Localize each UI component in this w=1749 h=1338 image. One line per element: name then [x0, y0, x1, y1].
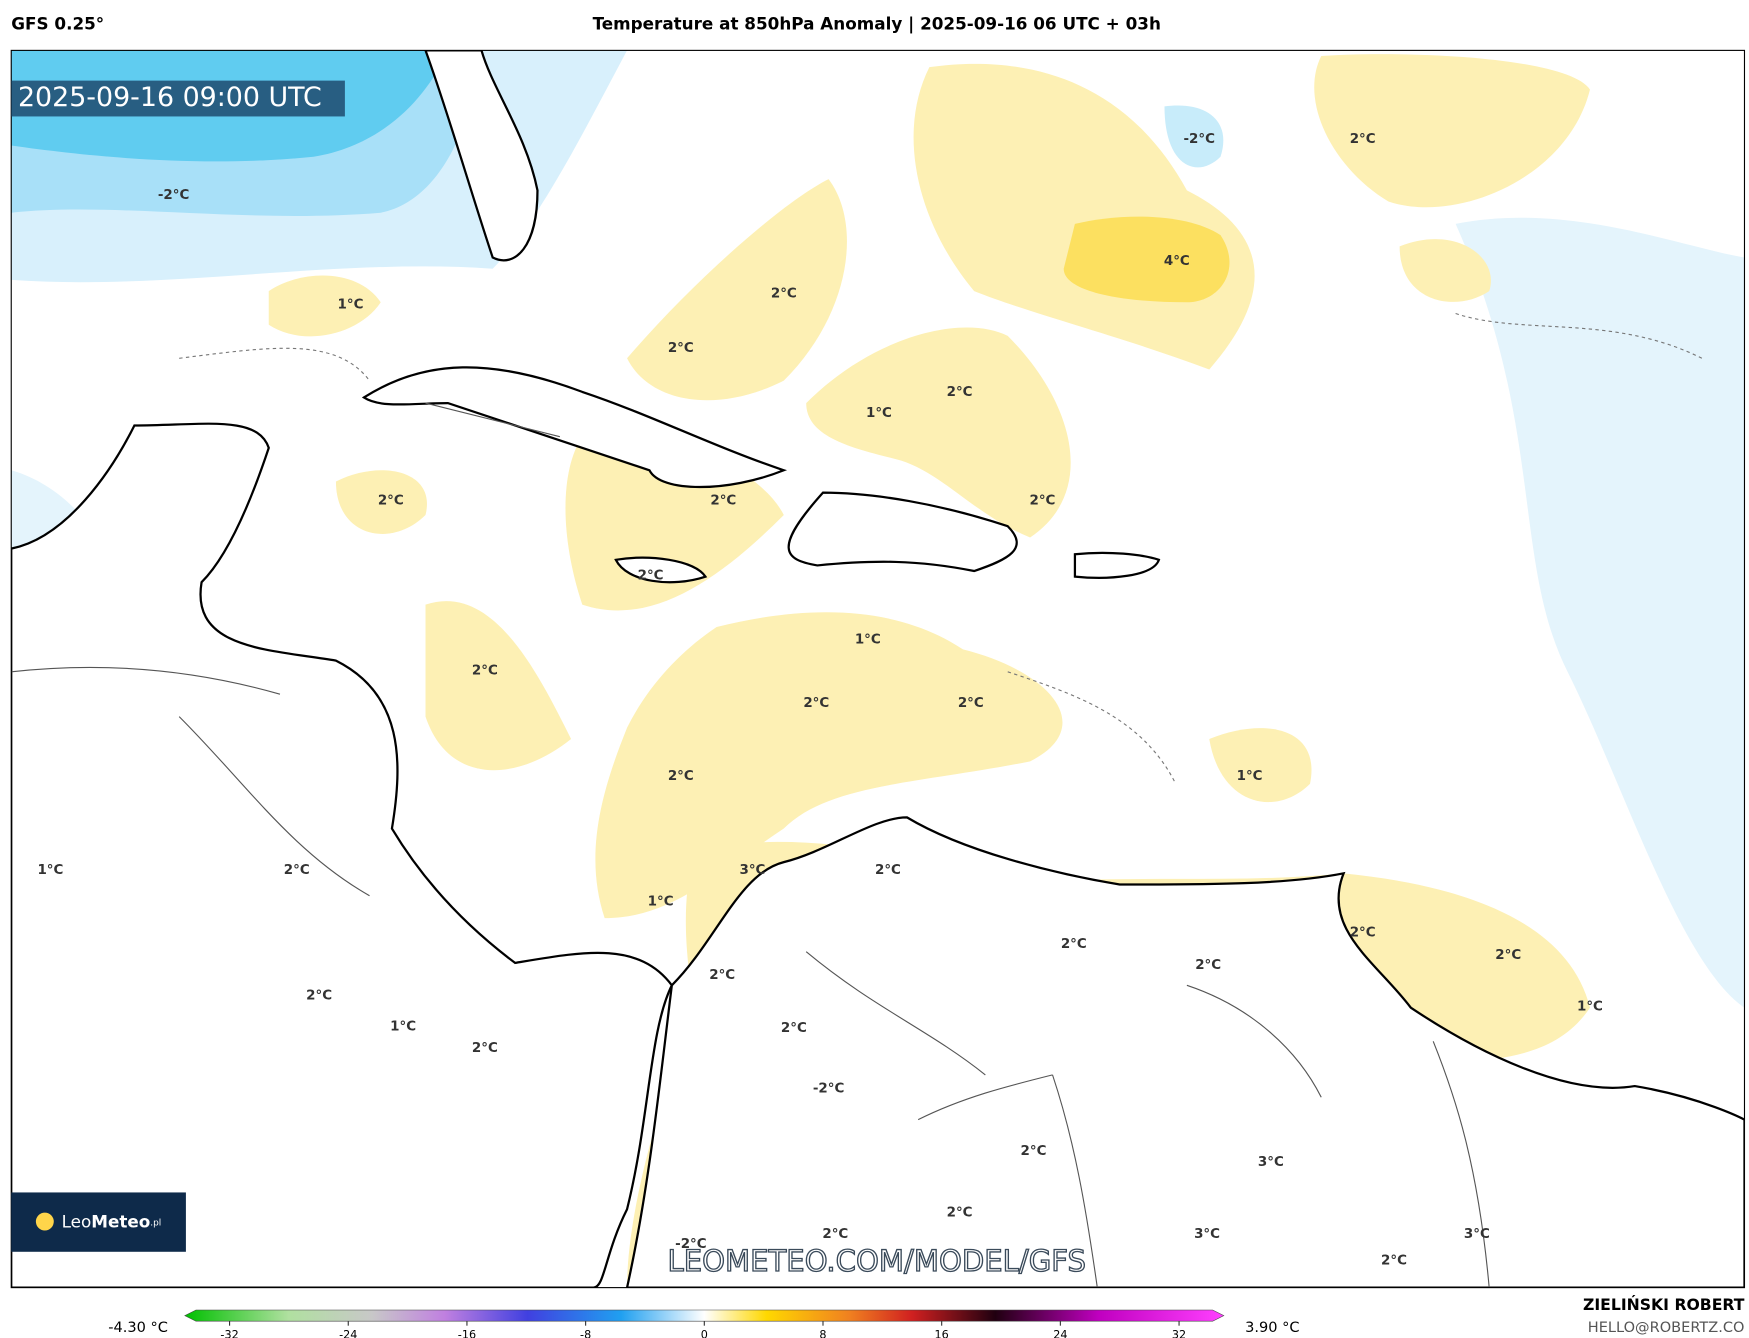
contour-label: -2°C	[158, 188, 189, 203]
colorbar-tick-label: -8	[580, 1329, 591, 1338]
colorbar-min: -4.30 °C	[108, 1319, 168, 1336]
author: ZIELIŃSKI ROBERT	[1583, 1295, 1745, 1314]
colorbar-ticks: -32 -24 -16 -8 0 8 16 24 32	[220, 1321, 1186, 1338]
logo-name-bold: Meteo	[91, 1212, 150, 1232]
contour-labels: 2°C -2°C -2°C 4°C 1°C 2°C 2°C 2°C 1°C 2°C 2°C 2°C 2°…	[37, 132, 1602, 1269]
watermark: LEOMETEO.COM/MODEL/GFS	[667, 1244, 1085, 1278]
contour-label: 2°C	[822, 1227, 848, 1242]
contour-label: 1°C	[866, 406, 892, 421]
logo-name: Leo	[62, 1212, 92, 1232]
contour-label: 1°C	[37, 863, 63, 878]
colorbar-tick-label: -16	[458, 1329, 476, 1338]
contour-label: 2°C	[668, 341, 694, 356]
contour-label: 2°C	[875, 863, 901, 878]
logo-suffix: .pl	[150, 1218, 161, 1228]
colorbar-max: 3.90 °C	[1245, 1319, 1299, 1336]
contour-label: 3°C	[1194, 1227, 1220, 1242]
contour-label: 2°C	[1021, 1144, 1047, 1159]
contour-label: 2°C	[638, 569, 664, 584]
contour-label: 3°C	[1258, 1155, 1284, 1170]
contour-label: 1°C	[390, 1020, 416, 1035]
map-area	[11, 50, 1745, 1288]
cool-area	[1164, 105, 1224, 168]
contour-label: 2°C	[306, 988, 332, 1003]
contour-label: 2°C	[1061, 937, 1087, 952]
cool-area	[1455, 217, 1745, 1008]
contour-label: 2°C	[781, 1021, 807, 1036]
contour-label: 1°C	[1237, 769, 1263, 784]
contour-label: 3°C	[740, 863, 766, 878]
contour-label: 2°C	[958, 696, 984, 711]
colorbar	[184, 1309, 1225, 1322]
map-title: Temperature at 850hPa Anomaly | 2025-09-…	[593, 14, 1161, 34]
contour-label: 2°C	[1495, 948, 1521, 963]
contour-label: 1°C	[855, 632, 881, 647]
contour-label: 2°C	[947, 1206, 973, 1221]
contour-label: 2°C	[472, 1041, 498, 1056]
contour-label: 1°C	[338, 298, 364, 313]
colorbar-tick-label: 24	[1053, 1329, 1067, 1338]
contour-label: 2°C	[709, 968, 735, 983]
model-name: GFS 0.25°	[11, 14, 104, 34]
contour-label: 2°C	[472, 664, 498, 679]
colorbar-tick-label: 32	[1172, 1329, 1186, 1338]
contour-label: -2°C	[675, 1237, 706, 1252]
contour-label: 2°C	[1350, 132, 1376, 147]
contour-label: 4°C	[1164, 254, 1190, 269]
timestamp: 2025-09-16 09:00 UTC	[18, 82, 322, 113]
contour-label: 2°C	[284, 863, 310, 878]
contour-label: -2°C	[1183, 132, 1214, 147]
contour-label: 2°C	[668, 769, 694, 784]
logo-text: LeoMeteo.pl	[62, 1212, 162, 1232]
land	[11, 50, 1745, 1288]
colorbar-tick-label: 16	[935, 1329, 949, 1338]
contour-label: 2°C	[710, 493, 736, 508]
colorbar-tick-label: -32	[220, 1329, 238, 1338]
contour-label: 2°C	[803, 696, 829, 711]
colorbar-tick-label: 8	[819, 1329, 826, 1338]
contour-label: 1°C	[648, 894, 674, 909]
logo-sun	[35, 1212, 54, 1231]
contour-label: 2°C	[1029, 493, 1055, 508]
contour-label: 1°C	[1577, 1000, 1603, 1015]
contour-label: 2°C	[771, 286, 797, 301]
colorbar-tick-label: 0	[701, 1329, 708, 1338]
country-border	[11, 402, 1490, 1288]
contour-label: 2°C	[378, 493, 404, 508]
contour-label: -2°C	[813, 1081, 844, 1096]
contour-line	[44, 312, 1703, 1177]
map-frame	[10, 49, 1746, 1289]
contour-label: 2°C	[947, 385, 973, 400]
contour-label: 3°C	[1464, 1227, 1490, 1242]
contour-label: 2°C	[1195, 958, 1221, 973]
contact: HELLO@ROBERTZ.CO	[1588, 1319, 1745, 1336]
timestamp-box	[11, 80, 345, 117]
contour-label: 2°C	[1350, 926, 1376, 941]
contour-label: 2°C	[1381, 1254, 1407, 1269]
colorbar-tick-label: -24	[339, 1329, 357, 1338]
